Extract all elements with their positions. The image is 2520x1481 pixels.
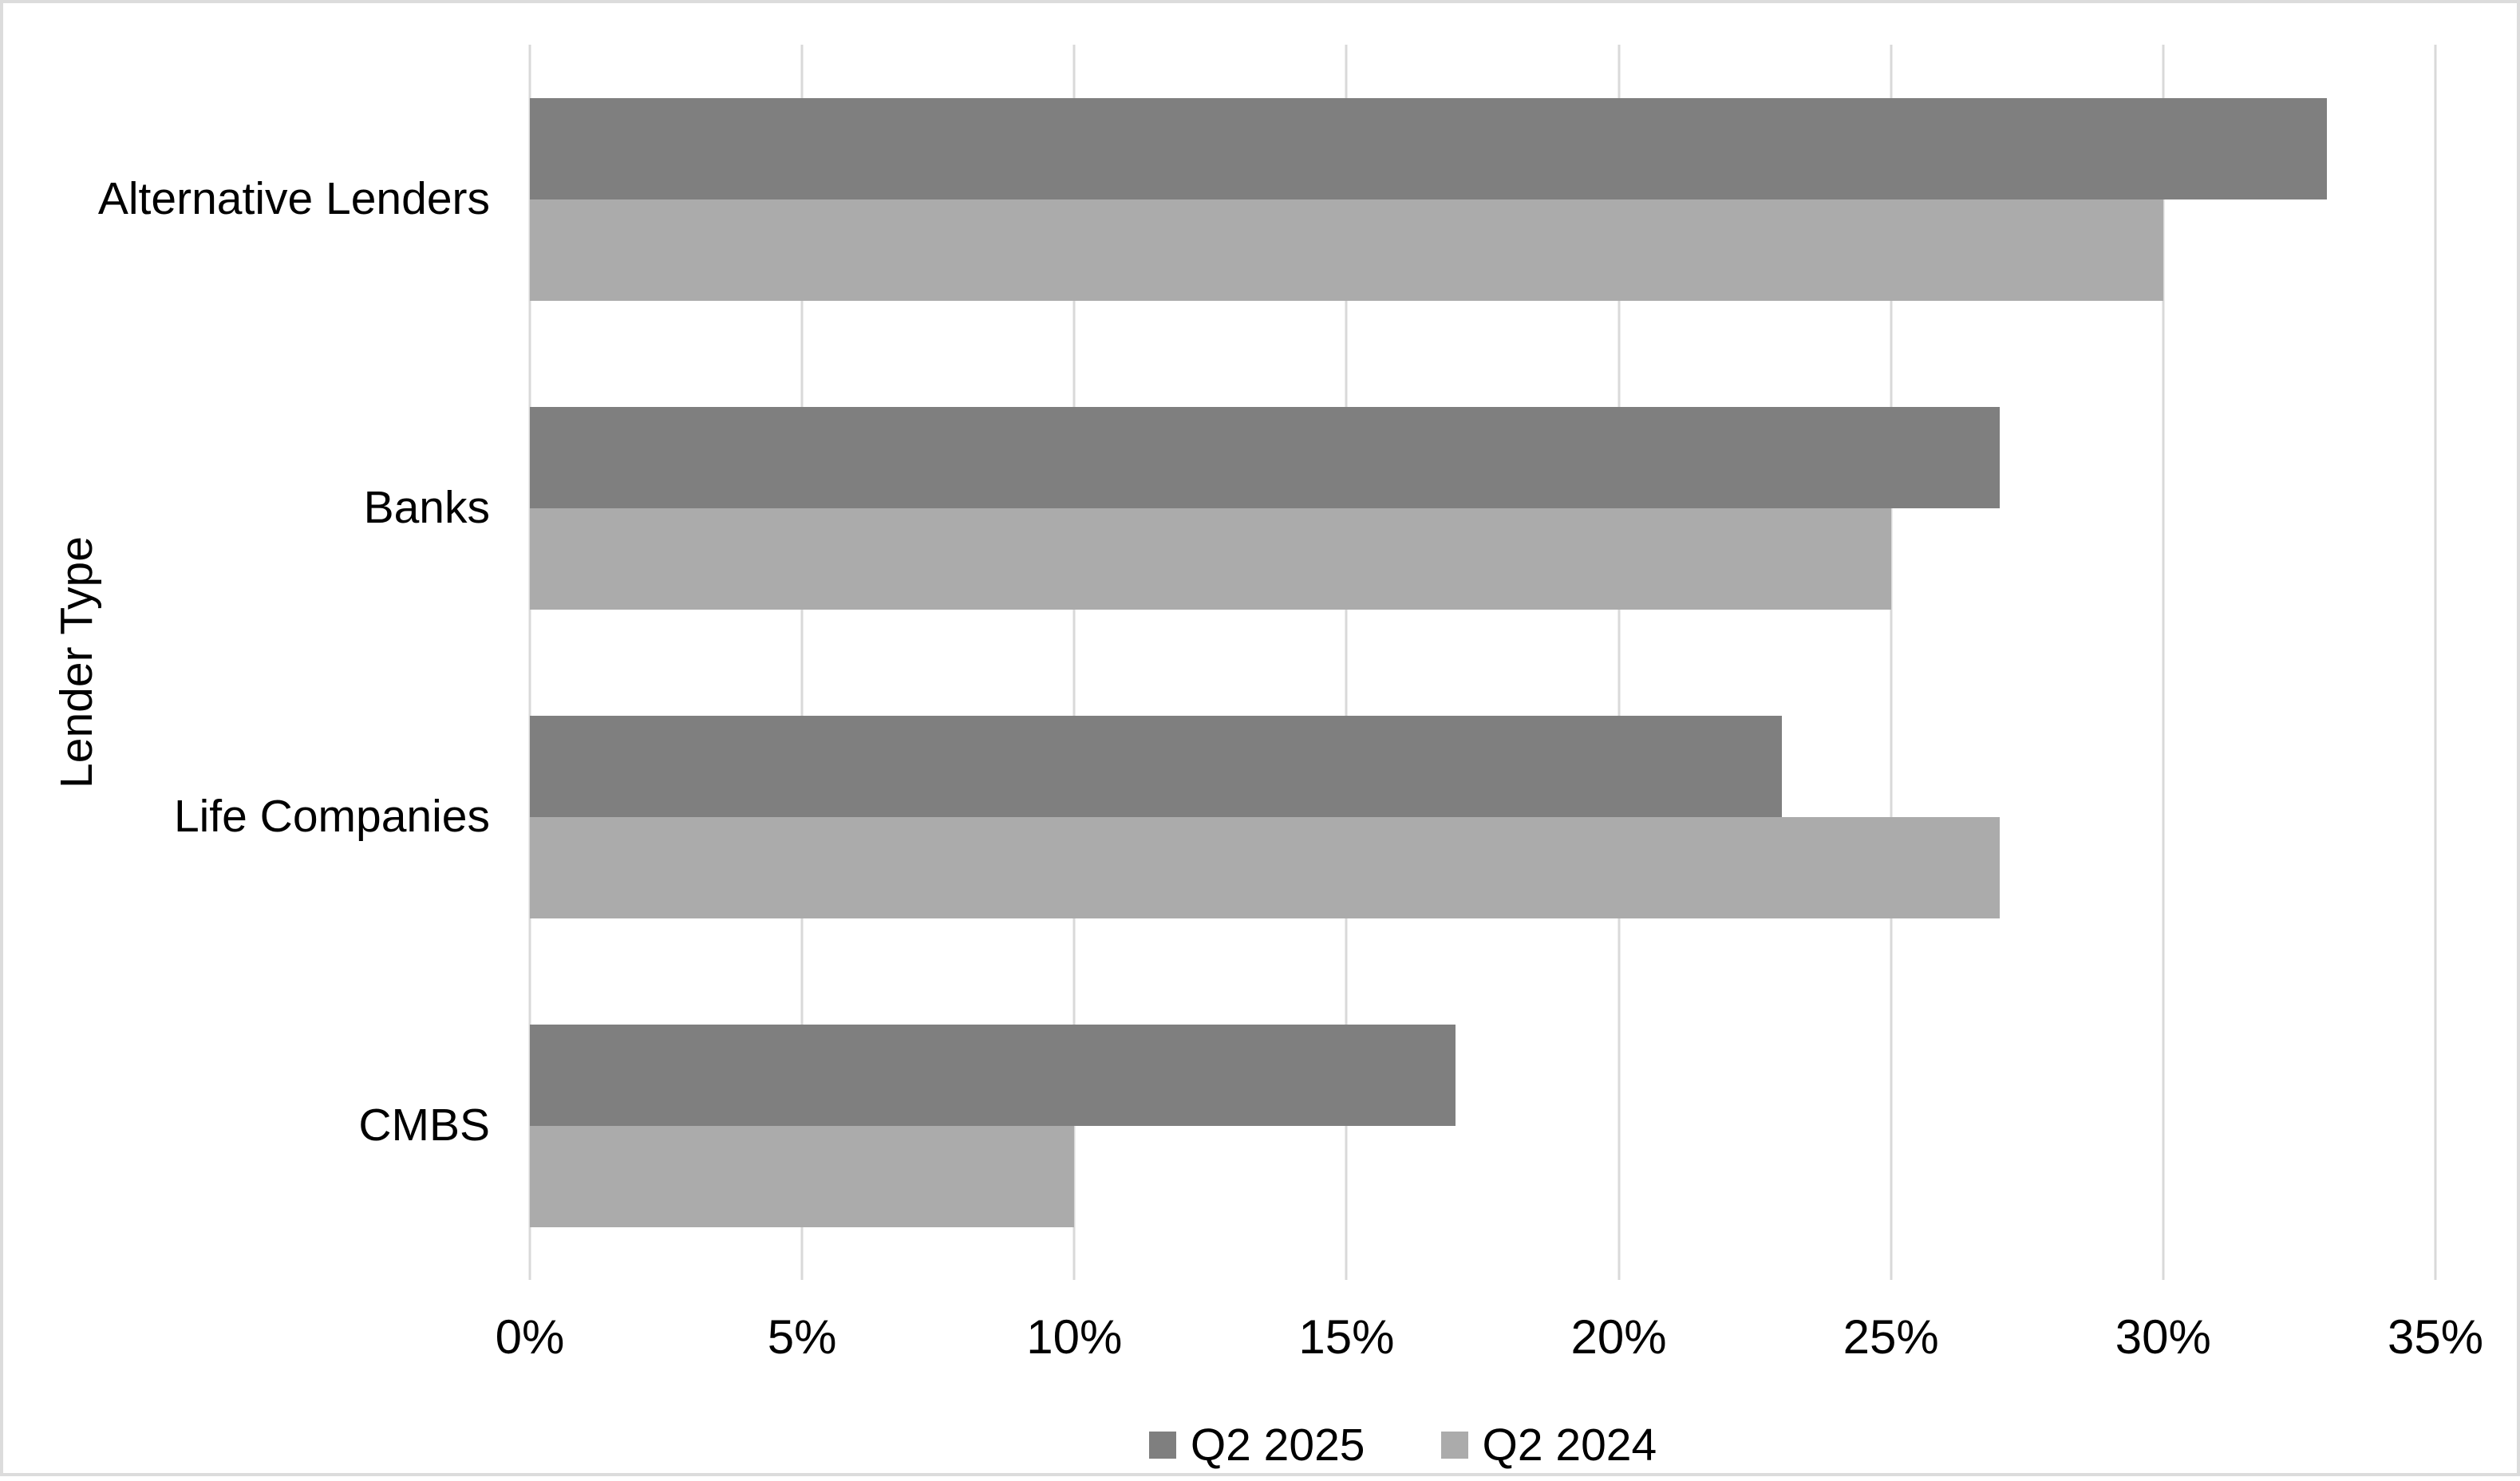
bar-cmbs-q2-2025	[530, 1024, 1456, 1126]
gridline-30	[2162, 45, 2165, 1280]
legend-label-q2-2024: Q2 2024	[1482, 1419, 1657, 1471]
bar-life-companies-q2-2024	[530, 816, 2001, 918]
gridline-5	[800, 45, 804, 1280]
legend-swatch-q2-2024	[1440, 1432, 1468, 1459]
bar-banks-q2-2024	[530, 507, 1891, 610]
bar-group-alternative-lenders	[530, 45, 2435, 353]
x-tick-label-0: 0%	[495, 1310, 565, 1364]
bar-group-cmbs	[530, 971, 2435, 1280]
legend-label-q2-2025: Q2 2025	[1190, 1419, 1365, 1471]
legend: Q2 2025 Q2 2024	[292, 1409, 2514, 1481]
x-axis-ticks: 0% 5% 10% 15% 20% 25% 30% 35%	[496, 1289, 2483, 1385]
gridline-35	[2434, 45, 2437, 1280]
bar-life-companies-q2-2025	[530, 715, 1783, 817]
category-axis-labels: Alternative Lenders Banks Life Companies CM…	[3, 45, 530, 1280]
bar-group-life-companies	[530, 662, 2435, 971]
x-tick-label-10: 10%	[1026, 1310, 1123, 1364]
x-tick-label-25: 25%	[1843, 1310, 1939, 1364]
x-tick-label-5: 5%	[767, 1310, 837, 1364]
bar-cmbs-q2-2024	[530, 1125, 1075, 1227]
category-label-cmbs: CMBS	[358, 1100, 490, 1151]
x-tick-label-35: 35%	[2387, 1310, 2484, 1364]
category-label-banks: Banks	[363, 482, 490, 533]
x-tick-label-15: 15%	[1298, 1310, 1395, 1364]
gridline-15	[1345, 45, 1348, 1280]
category-label-life-companies: Life Companies	[173, 791, 490, 842]
x-tick-label-20: 20%	[1570, 1310, 1667, 1364]
bar-group-banks	[530, 353, 2435, 662]
bar-banks-q2-2025	[530, 406, 2001, 508]
gridline-0	[528, 45, 531, 1280]
gridline-20	[1617, 45, 1621, 1280]
legend-item-q2-2025: Q2 2025	[1148, 1419, 1365, 1471]
gridline-25	[1890, 45, 1893, 1280]
category-label-alternative-lenders: Alternative Lenders	[97, 173, 490, 224]
legend-swatch-q2-2025	[1148, 1432, 1176, 1459]
x-tick-label-30: 30%	[2115, 1310, 2211, 1364]
bar-alternative-lenders-q2-2024	[530, 199, 2163, 301]
plot-area	[528, 45, 2437, 1280]
bar-alternative-lenders-q2-2025	[530, 97, 2327, 199]
legend-item-q2-2024: Q2 2024	[1440, 1419, 1657, 1471]
gridline-10	[1072, 45, 1076, 1280]
